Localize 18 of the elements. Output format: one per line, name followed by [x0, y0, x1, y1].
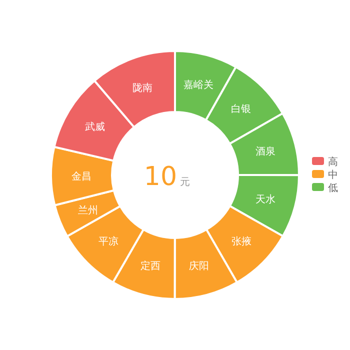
slice-label: 酒泉: [255, 146, 276, 158]
slice-label: 张掖: [231, 235, 252, 248]
slice-label: 陇南: [132, 82, 153, 94]
text: 高: [328, 156, 338, 168]
slice-label: 武威: [85, 120, 106, 133]
slice-label: 金昌: [72, 170, 92, 182]
slice: 天水: [228, 174, 300, 238]
text: 元: [180, 177, 190, 188]
slice-label: 天水: [255, 193, 276, 206]
text: 10: [144, 162, 177, 192]
slice-label: 兰州: [78, 204, 98, 216]
slice-label: 平凉: [98, 235, 119, 248]
slice: 金昌: [50, 146, 115, 206]
text: 中: [328, 169, 338, 181]
slice-label: 嘉峪关: [184, 79, 214, 92]
slice: 酒泉: [228, 112, 300, 176]
slice-label: 定西: [140, 260, 161, 272]
text: 低: [328, 183, 338, 194]
